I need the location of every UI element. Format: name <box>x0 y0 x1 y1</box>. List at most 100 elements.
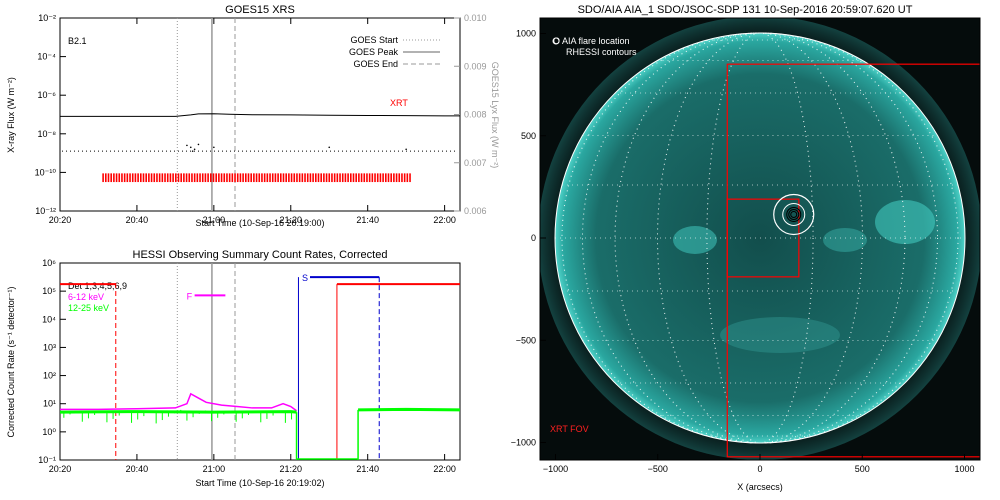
xrt-coverage-bar <box>406 173 409 183</box>
xrt-coverage-bar <box>142 173 145 183</box>
goes-x-tick-label: 21:40 <box>356 215 379 225</box>
goes-long-channel-line <box>60 113 460 117</box>
xrt-fov-label: XRT FOV <box>550 424 589 434</box>
xrt-coverage-bar <box>250 173 252 183</box>
hessi-panel: HESSI Observing Summary Count Rates, Cor… <box>6 249 461 488</box>
xrt-coverage-bar <box>282 173 285 183</box>
rhessi-contour <box>788 208 800 220</box>
goes-x-tick-label: 21:00 <box>203 215 226 225</box>
xrt-coverage-bar <box>113 173 115 183</box>
hessi-x-tick-label: 22:00 <box>433 464 456 474</box>
goes-class-label: B2.1 <box>68 36 87 46</box>
xrt-coverage-bar <box>180 173 182 183</box>
xrt-coverage-bar <box>177 173 180 183</box>
xrt-coverage-bar <box>236 173 239 183</box>
active-region-left <box>673 226 717 254</box>
hessi-series-12-25-line <box>358 407 461 412</box>
xrt-coverage-bar <box>263 173 266 183</box>
xrt-coverage-bar <box>304 173 306 183</box>
xrt-coverage-bar <box>161 173 164 183</box>
goes-y-tick-label: 10⁻¹² <box>35 206 56 216</box>
hessi-axes-frame <box>59 262 461 461</box>
xrt-coverage-bar <box>172 173 174 183</box>
hessi-y-tick-label: 10¹ <box>43 399 56 409</box>
xrt-coverage-bar <box>374 173 376 183</box>
xrt-coverage-bar <box>258 173 261 183</box>
xrt-coverage-bar <box>398 173 401 183</box>
hessi-title: HESSI Observing Summary Count Rates, Cor… <box>133 249 388 261</box>
hessi-series-12-25-line <box>59 410 297 414</box>
xrt-coverage-bar <box>245 173 247 183</box>
goes-y-tick-label: 10⁻⁸ <box>37 129 56 139</box>
aia-x-tick-label: 1000 <box>954 464 974 474</box>
xrt-coverage-bar <box>261 173 263 183</box>
aia-y-tick-label: −500 <box>516 335 536 345</box>
aia-y-tick-label: 1000 <box>516 29 536 39</box>
goes-y2-tick-label: 0.006 <box>464 206 487 216</box>
goes-short-channel-point <box>193 148 196 151</box>
xrt-coverage-bar <box>339 173 341 183</box>
xrt-coverage-bar <box>333 173 336 183</box>
xrt-coverage-bar <box>385 173 387 183</box>
xrt-coverage-bar <box>228 173 231 183</box>
xrt-coverage-bar <box>156 173 158 183</box>
aia-x-tick-label: 500 <box>855 464 870 474</box>
xrt-coverage-bar <box>355 173 357 183</box>
xrt-coverage-bar <box>102 173 104 183</box>
aia-legend-rhessi: RHESSI contours <box>566 47 637 57</box>
active-region-center <box>823 228 867 252</box>
hessi-y-tick-label: 10⁻¹ <box>38 455 56 465</box>
goes-x-tick-label: 21:20 <box>280 215 303 225</box>
goes-xrt-label: XRT <box>390 98 408 108</box>
goes-y2label: GOES15 Lyx Flux (W m⁻²) <box>490 62 500 168</box>
xrt-coverage-bar <box>145 173 147 183</box>
xrt-coverage-bar <box>401 173 403 183</box>
legend-goes-start: GOES Start <box>350 35 398 45</box>
xrt-coverage-bar <box>360 173 363 183</box>
hessi-series-6-12-line <box>60 392 297 412</box>
xrt-coverage-bar <box>153 173 156 183</box>
xrt-coverage-bar <box>382 173 384 183</box>
goes-short-channel-point <box>213 146 215 149</box>
xrt-coverage-bar <box>371 173 374 183</box>
hessi-y-tick-label: 10⁴ <box>42 314 56 324</box>
hessi-x-tick-label: 20:20 <box>49 464 72 474</box>
hessi-y-tick-label: 10² <box>43 371 56 381</box>
xrt-coverage-bar <box>196 173 199 183</box>
rhessi-contour <box>786 206 802 222</box>
longitude-line <box>657 32 863 444</box>
aia-y-tick-label: 500 <box>521 131 536 141</box>
xrt-coverage-bar <box>207 173 209 183</box>
goes-legend: GOES Start GOES Peak GOES End <box>349 35 440 69</box>
xrt-coverage-bar <box>320 173 322 183</box>
xrt-coverage-bar <box>317 173 320 183</box>
xrt-coverage-bar <box>164 173 166 183</box>
xrt-coverage-bar <box>212 173 215 183</box>
xrt-coverage-bar <box>123 173 126 183</box>
xrt-coverage-bar <box>341 173 344 183</box>
xrt-coverage-bar <box>169 173 172 183</box>
goes-y-tick-label: 10⁻¹⁰ <box>35 167 57 177</box>
xrt-coverage-bar <box>134 173 137 183</box>
xrt-coverage-bar <box>336 173 339 183</box>
xrt-coverage-bar <box>266 173 269 183</box>
xrt-coverage-bar <box>403 173 406 183</box>
aia-legend-circle-icon <box>552 37 560 45</box>
xrt-coverage-bar <box>347 173 349 183</box>
xrt-coverage-bar <box>390 173 392 183</box>
aia-flare-inner-circle <box>782 202 806 226</box>
aia-legend-flare: O AIA flare location <box>553 36 630 46</box>
xrt-coverage-bar <box>315 173 317 183</box>
xrt-coverage-bar <box>290 173 293 183</box>
aia-y-tick-label: 0 <box>531 233 536 243</box>
goes-y-tick-label: 10⁻⁶ <box>38 90 57 100</box>
goes-y2-tick-label: 0.008 <box>464 110 487 120</box>
xrt-coverage-bar <box>293 173 296 183</box>
hessi-xlabel: Start Time (10-Sep-16 20:19:02) <box>195 478 324 488</box>
goes-short-channel-point <box>197 143 200 146</box>
xrt-coverage-bar <box>234 173 236 183</box>
xrt-coverage-bar <box>223 173 226 183</box>
xrt-coverage-bar <box>309 173 312 183</box>
aia-y-tick-label: −1000 <box>511 438 536 448</box>
